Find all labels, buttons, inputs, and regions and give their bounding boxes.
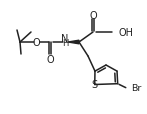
Text: OH: OH (119, 28, 134, 38)
Text: O: O (46, 54, 54, 64)
Text: N: N (61, 34, 69, 44)
Text: Br: Br (131, 83, 141, 92)
Text: O: O (33, 38, 40, 48)
Polygon shape (68, 41, 79, 44)
Text: H: H (62, 39, 68, 48)
Text: O: O (89, 11, 97, 21)
Text: S: S (91, 80, 97, 90)
